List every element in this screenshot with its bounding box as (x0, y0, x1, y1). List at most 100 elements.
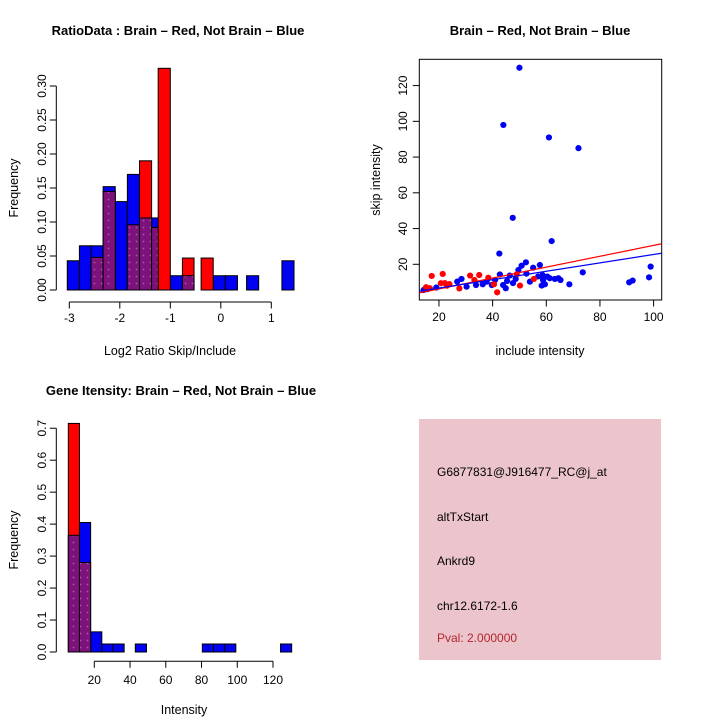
x-tick-label: 40 (123, 673, 137, 687)
y-tick-label: 0.00 (35, 278, 49, 302)
hist-bar-blue (66, 260, 80, 291)
gene-intensity-histogram-panel: 20 40 60 80 100 120 0.0 0.1 0.2 0.3 0.4 0.5 0.6 0.7 (35, 420, 293, 687)
hist-bar-blue (134, 643, 147, 653)
scatter-point-blue (645, 274, 653, 281)
hist-bar-blue (201, 643, 214, 653)
scatter-point-blue (647, 263, 654, 270)
y-tick-label: 20 (396, 257, 410, 271)
x-tick-label: 1 (268, 311, 275, 325)
scatter-point-red (530, 275, 538, 283)
scatter-point-blue (458, 275, 465, 283)
hist-bar-purple (126, 224, 140, 291)
y-tick-label: 80 (396, 150, 410, 164)
x-tick-label: 20 (432, 310, 446, 324)
hist-bar-blue (212, 643, 226, 653)
scatter-point-blue (536, 261, 543, 269)
scatter-point-blue (546, 275, 553, 282)
y-tick-label: 60 (396, 186, 410, 200)
hist-bar-blue (101, 643, 114, 653)
scatter-point-blue (545, 134, 553, 141)
y-tick-label: 0.2 (35, 579, 49, 596)
scatter-point-red (490, 281, 498, 288)
hist-bar-purple (151, 226, 159, 291)
hist-bar-blue (114, 201, 128, 291)
x-tick-label: 60 (159, 673, 173, 687)
scatter-point-blue (500, 121, 507, 129)
x-tick-label: -1 (165, 311, 176, 325)
y-tick-label: 0.30 (35, 74, 49, 98)
x-tick-label: 80 (195, 673, 209, 687)
scatter-point-blue (566, 281, 573, 288)
scatter-point-blue (496, 250, 503, 257)
scatter-point-blue (472, 281, 480, 289)
y-tick-label: 0.4 (35, 515, 49, 532)
hist-bar-purple (138, 217, 153, 291)
y-tick-label: 100 (396, 111, 410, 131)
hist-bar-red (200, 257, 214, 291)
scatter-point-red (476, 271, 483, 279)
hist-bar-purple (181, 275, 195, 291)
hist-bar-blue (78, 245, 92, 291)
ratio-histogram-panel: -3 -2 -1 0 1 0.00 0.05 0.10 0.15 0.20 0.25 0.30 (35, 67, 295, 325)
hist-bar-blue (90, 631, 103, 653)
scatter-point-blue (509, 214, 516, 221)
scatter-point-blue (541, 281, 549, 288)
scatter-point-blue (579, 269, 586, 276)
x-tick-label: 40 (486, 310, 500, 324)
scatter-point-blue (502, 285, 509, 292)
ratio-histogram-xlabel: Log2 Ratio Skip/Include (103, 344, 237, 358)
scatter-point-blue (504, 277, 511, 285)
scatter-point-blue (522, 259, 529, 266)
hist-bar-blue (280, 643, 293, 653)
x-tick-label: 80 (593, 310, 607, 324)
scatter-point-blue (557, 276, 564, 284)
hist-bar-blue (212, 275, 226, 291)
hist-bar-purple (67, 534, 80, 653)
hist-bar-blue (112, 643, 125, 653)
scatter-point-red (428, 272, 435, 280)
y-tick-label: 0.7 (35, 420, 49, 437)
scatter-point-blue (575, 145, 582, 152)
y-tick-label: 120 (396, 75, 410, 95)
hist-bar-blue (224, 643, 237, 653)
hist-bar-purple (102, 190, 116, 291)
y-tick-label: 0.10 (35, 210, 49, 234)
scatter-title: Brain – Red, Not Brain – Blue (449, 23, 631, 38)
x-tick-label: 120 (263, 673, 283, 687)
gene-histogram-title: Gene Itensity: Brain – Red, Not Brain – … (45, 383, 317, 398)
y-tick-label: 0.1 (35, 611, 49, 628)
x-tick-label: -2 (114, 311, 125, 325)
scatter-point-blue (463, 283, 470, 290)
gene-histogram-xlabel: Intensity (160, 703, 208, 717)
scatter-point-red (466, 272, 474, 279)
scatter-point-red (516, 282, 524, 289)
x-tick-label: 20 (88, 673, 102, 687)
genomic-location-text: chr12.6172-1.6 (437, 599, 518, 613)
ratio-histogram-title: RatioData : Brain – Red, Not Brain – Blu… (51, 23, 305, 38)
event-type-text: altTxStart (437, 510, 489, 524)
plot-box (418, 58, 663, 301)
hist-bar-blue (169, 275, 183, 291)
scatter-point-blue (539, 271, 546, 279)
x-tick-label: 100 (227, 673, 247, 687)
hist-bar-blue (281, 260, 295, 291)
y-tick-label: 0.25 (35, 108, 49, 132)
probe-id-text: G6877831@J916477_RC@j_at (437, 465, 607, 479)
gene-info-box: G6877831@J916477_RC@j_at altTxStart Ankr… (419, 419, 661, 660)
hist-bar-red (157, 67, 171, 291)
y-tick-label: 0.3 (35, 547, 49, 564)
y-tick-label: 0.20 (35, 142, 49, 166)
hist-bar-purple (78, 561, 92, 653)
scatter-point-red (494, 289, 501, 296)
scatter-ylabel: skip intensity (369, 144, 383, 216)
x-tick-label: 100 (644, 310, 664, 324)
y-tick-label: 0.6 (35, 452, 49, 469)
x-tick-label: -3 (64, 311, 75, 325)
intensity-scatter-panel: 20 40 60 80 100 20 40 60 80 100 120 (396, 58, 664, 324)
y-tick-label: 0.15 (35, 176, 49, 200)
scatter-point-blue (518, 262, 525, 269)
scatter-xlabel: include intensity (495, 344, 585, 358)
fit-line-blue (419, 252, 662, 292)
